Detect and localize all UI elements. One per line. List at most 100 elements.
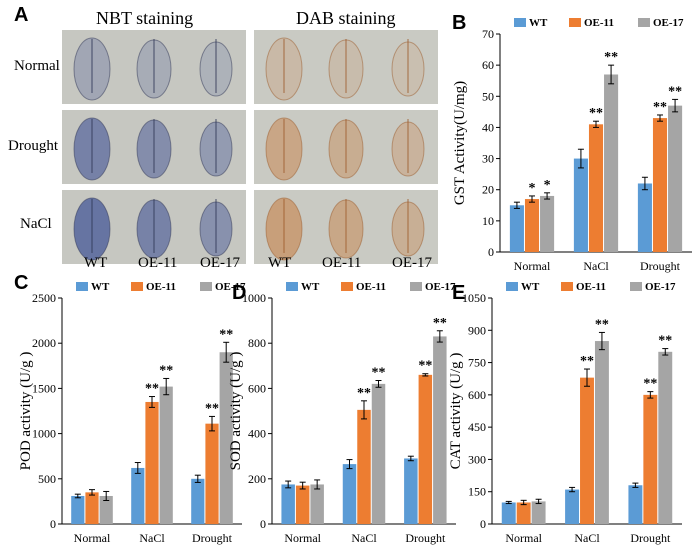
chart-e-legend-label: OE-17 bbox=[645, 281, 676, 293]
chart-b-significance-mark: ** bbox=[589, 106, 603, 121]
chart-e-legend-swatch bbox=[561, 282, 573, 291]
dab-photo-drought bbox=[254, 110, 438, 184]
chart-d-legend-label: WT bbox=[301, 281, 320, 293]
nbt-photo-normal bbox=[62, 30, 246, 104]
chart-e-legend-swatch bbox=[630, 282, 642, 291]
chart-d-bar bbox=[404, 458, 418, 524]
chart-d-bar bbox=[357, 409, 371, 524]
chart-d-legend-swatch bbox=[341, 282, 353, 291]
chart-d-ytick-label: 1000 bbox=[242, 291, 266, 305]
chart-e-bar bbox=[594, 341, 609, 524]
chart-c-legend-swatch bbox=[200, 282, 212, 291]
chart-c-significance-mark: ** bbox=[205, 401, 219, 416]
chart-b-significance-mark: * bbox=[544, 178, 551, 193]
chart-b-ytick-label: 10 bbox=[482, 214, 494, 228]
chart-e-significance-mark: ** bbox=[595, 317, 609, 332]
chart-c-ytick-label: 2500 bbox=[32, 291, 56, 305]
chart-d-ylabel: SOD activity (U/g ) bbox=[228, 352, 244, 471]
panel-a-letter: A bbox=[14, 4, 29, 26]
panel-e-letter: E bbox=[452, 282, 466, 304]
chart-d-significance-mark: ** bbox=[418, 359, 432, 374]
chart-e-bar bbox=[501, 502, 516, 524]
chart-b-significance-mark: ** bbox=[604, 50, 618, 65]
chart-e-legend-swatch bbox=[506, 282, 518, 291]
dab-photo-normal bbox=[254, 30, 438, 104]
nbt-title: NBT staining bbox=[96, 8, 194, 28]
chart-d-bar bbox=[371, 383, 386, 524]
chart-c-ylabel: POD activity (U/g ) bbox=[18, 352, 34, 471]
chart-d-significance-mark: ** bbox=[357, 386, 371, 401]
chart-b-category-label: NaCl bbox=[583, 259, 609, 273]
chart-b-ytick-label: 20 bbox=[482, 183, 494, 197]
nbt-col-oe17: OE-17 bbox=[200, 255, 240, 271]
chart-b-legend-swatch bbox=[569, 18, 581, 27]
nbt-col-oe11: OE-11 bbox=[138, 255, 178, 271]
chart-e-significance-mark: ** bbox=[580, 354, 594, 369]
chart-c-significance-mark: ** bbox=[219, 327, 233, 342]
chart-c-category-label: Drought bbox=[192, 531, 233, 545]
chart-b-legend-swatch bbox=[514, 18, 526, 27]
dab-col-wt: WT bbox=[268, 255, 292, 271]
chart-b-bar bbox=[652, 118, 668, 252]
chart-d-ytick-label: 0 bbox=[260, 517, 266, 531]
chart-b-bar bbox=[573, 158, 588, 252]
chart-c-ytick-label: 1000 bbox=[32, 427, 56, 441]
chart-c-significance-mark: ** bbox=[145, 382, 159, 397]
chart-e-bar bbox=[565, 489, 580, 524]
chart-c-legend-label: WT bbox=[91, 281, 110, 293]
nbt-photo-nacl bbox=[62, 190, 246, 264]
dab-title: DAB staining bbox=[296, 8, 396, 28]
chart-b-ytick-label: 0 bbox=[488, 245, 494, 259]
nbt-col-wt: WT bbox=[84, 255, 108, 271]
chart-c-bar bbox=[191, 478, 205, 524]
chart-d-legend-swatch bbox=[286, 282, 298, 291]
chart-b-bar bbox=[588, 124, 604, 252]
chart-d-category-label: Normal bbox=[284, 531, 321, 545]
chart-b-bar bbox=[604, 74, 619, 252]
chart-c-ytick-label: 0 bbox=[50, 517, 56, 531]
chart-e-bar bbox=[628, 485, 643, 524]
chart-d-bar bbox=[310, 484, 324, 524]
chart-d-category-label: Drought bbox=[405, 531, 446, 545]
chart-e-category-label: Drought bbox=[630, 531, 671, 545]
chart-b-legend-swatch bbox=[638, 18, 650, 27]
chart-b-significance-mark: ** bbox=[668, 84, 682, 99]
dab-col-oe17: OE-17 bbox=[392, 255, 432, 271]
panel-b-letter: B bbox=[452, 12, 467, 34]
chart-d-significance-mark: ** bbox=[433, 316, 447, 331]
chart-d-bar bbox=[418, 374, 433, 524]
chart-b-significance-mark: ** bbox=[653, 100, 667, 115]
chart-c-bar bbox=[71, 495, 85, 524]
chart-b-ytick-label: 50 bbox=[482, 89, 494, 103]
chart-c-bar bbox=[99, 495, 113, 524]
chart-c-legend-label: OE-11 bbox=[146, 281, 176, 293]
chart-b-bar bbox=[668, 105, 683, 252]
chart-b-significance-mark: * bbox=[529, 181, 536, 196]
chart-b-legend-label: OE-17 bbox=[653, 17, 684, 29]
chart-d-bar bbox=[342, 464, 357, 524]
chart-e-ytick-label: 150 bbox=[468, 485, 486, 499]
chart-d-ytick-label: 800 bbox=[248, 336, 266, 350]
chart-e-bar bbox=[643, 394, 658, 524]
chart-c-legend-swatch bbox=[131, 282, 143, 291]
chart-d-legend-label: OE-17 bbox=[425, 281, 456, 293]
chart-d-legend-swatch bbox=[410, 282, 422, 291]
chart-b-ylabel: GST Activity(U/mg) bbox=[452, 81, 468, 205]
chart-e-ylabel: CAT activity (U/g ) bbox=[448, 353, 464, 470]
chart-c-category-label: NaCl bbox=[139, 531, 165, 545]
chart-e-legend-label: WT bbox=[521, 281, 540, 293]
chart-c-ytick-label: 500 bbox=[38, 472, 56, 486]
row-label-nacl: NaCl bbox=[20, 216, 52, 232]
chart-b-bar bbox=[540, 195, 555, 252]
chart-e-ytick-label: 1050 bbox=[462, 291, 486, 305]
chart-c-legend-swatch bbox=[76, 282, 88, 291]
chart-c-ytick-label: 2000 bbox=[32, 336, 56, 350]
row-label-normal: Normal bbox=[14, 58, 60, 74]
chart-b-legend-label: OE-11 bbox=[584, 17, 614, 29]
chart-e-ytick-label: 300 bbox=[468, 452, 486, 466]
chart-d-ytick-label: 200 bbox=[248, 472, 266, 486]
chart-e-ytick-label: 750 bbox=[468, 356, 486, 370]
chart-b-ytick-label: 70 bbox=[482, 27, 494, 41]
chart-e-ytick-label: 450 bbox=[468, 420, 486, 434]
